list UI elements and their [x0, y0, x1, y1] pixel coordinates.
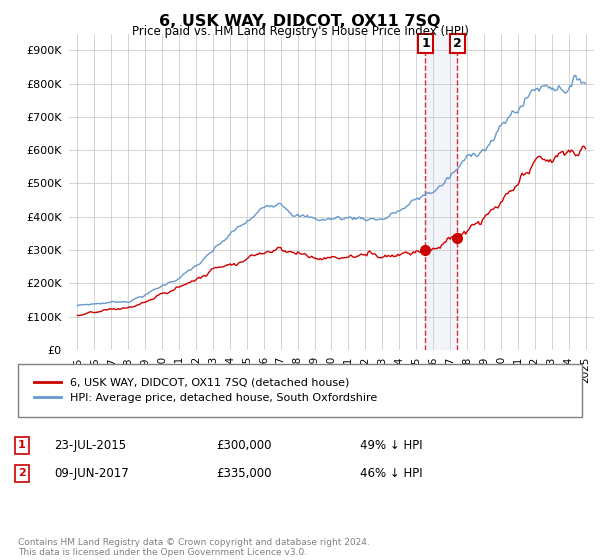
FancyBboxPatch shape [18, 364, 582, 417]
Text: £300,000: £300,000 [216, 438, 271, 452]
Text: 2: 2 [18, 468, 26, 478]
Text: 09-JUN-2017: 09-JUN-2017 [54, 466, 129, 480]
Text: 49% ↓ HPI: 49% ↓ HPI [360, 438, 422, 452]
Text: Contains HM Land Registry data © Crown copyright and database right 2024.
This d: Contains HM Land Registry data © Crown c… [18, 538, 370, 557]
Text: 46% ↓ HPI: 46% ↓ HPI [360, 466, 422, 480]
Bar [425, 34, 457, 350]
Text: 1: 1 [421, 37, 430, 50]
Text: Price paid vs. HM Land Registry's House Price Index (HPI): Price paid vs. HM Land Registry's House … [131, 25, 469, 38]
Text: 23-JUL-2015: 23-JUL-2015 [54, 438, 126, 452]
Text: 2: 2 [453, 37, 462, 50]
Text: 6, USK WAY, DIDCOT, OX11 7SQ: 6, USK WAY, DIDCOT, OX11 7SQ [159, 14, 441, 29]
Text: £335,000: £335,000 [216, 466, 271, 480]
Text: 1: 1 [18, 440, 26, 450]
Legend: 6, USK WAY, DIDCOT, OX11 7SQ (detached house), HPI: Average price, detached hous: 6, USK WAY, DIDCOT, OX11 7SQ (detached h… [29, 374, 382, 408]
